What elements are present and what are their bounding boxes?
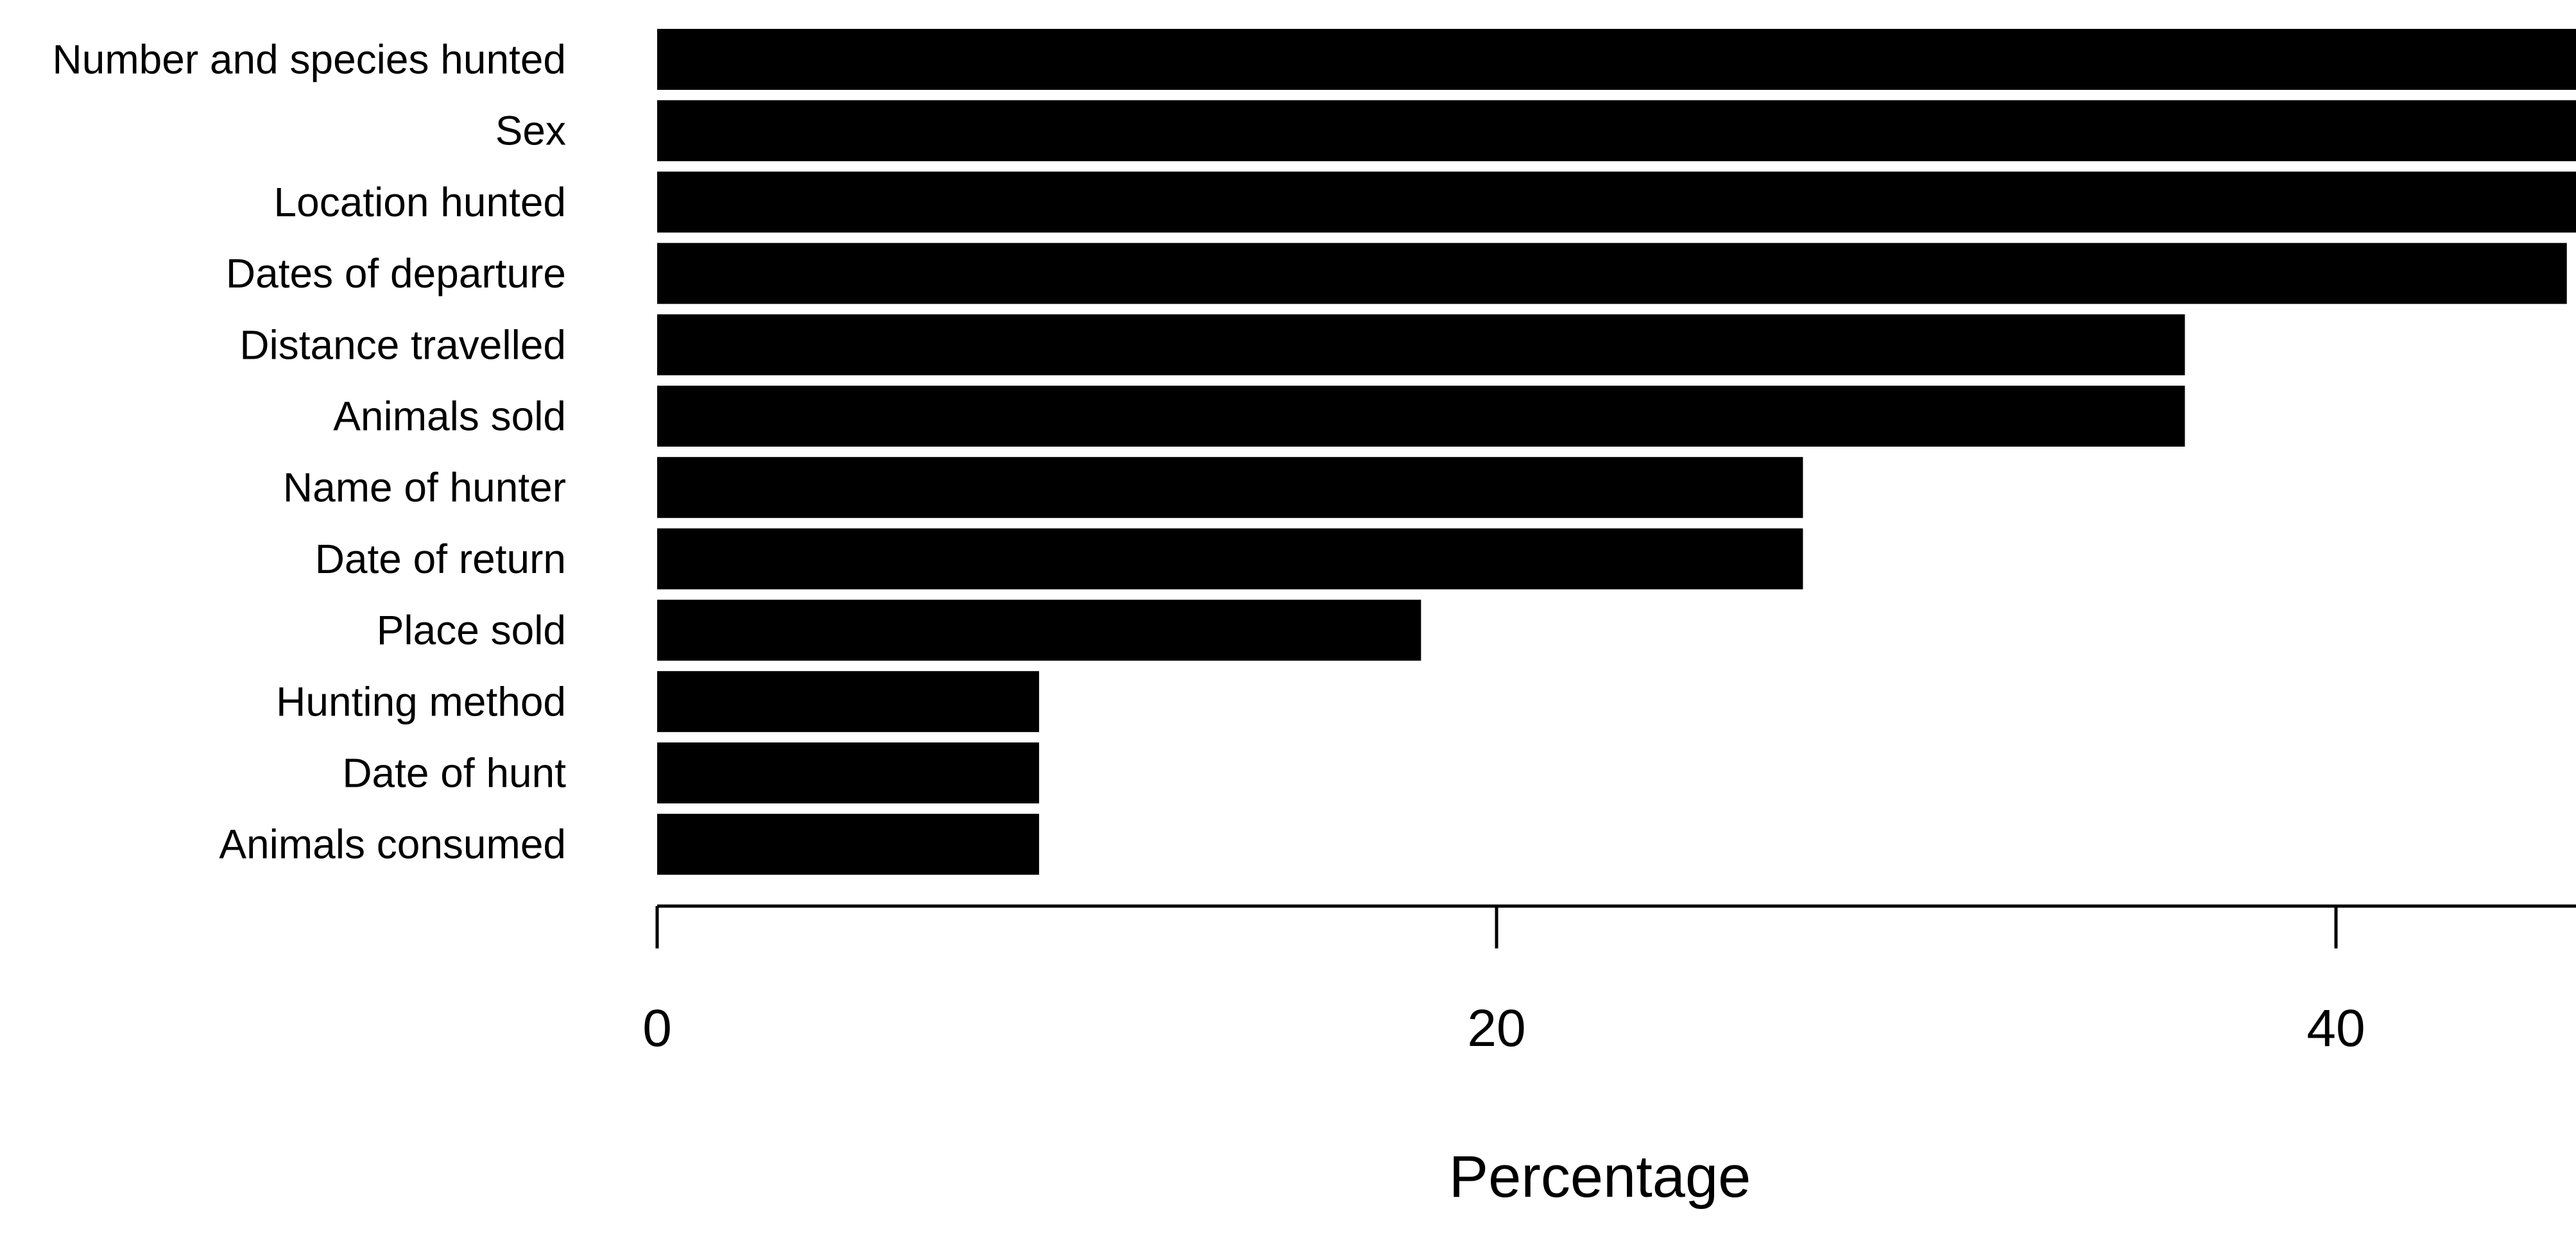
x-tick-label: 20	[1467, 999, 1525, 1058]
x-tick-label: 40	[2306, 999, 2365, 1058]
category-label: Name of hunter	[283, 465, 566, 511]
category-label: Date of hunt	[342, 750, 566, 796]
bars-group	[657, 29, 2576, 875]
x-axis: 020406080	[642, 904, 2576, 1058]
bar	[657, 814, 1040, 875]
bar	[657, 742, 1040, 803]
bar	[657, 243, 2567, 304]
x-ticks: 020406080	[642, 906, 2366, 1058]
bar	[657, 314, 2185, 375]
category-label: Place sold	[377, 607, 566, 653]
category-label: Dates of departure	[226, 250, 566, 296]
bar	[657, 599, 1421, 661]
bar	[657, 100, 2576, 162]
bar	[657, 671, 1040, 732]
category-label: Hunting method	[276, 678, 566, 724]
category-label: Animals sold	[333, 393, 566, 440]
bar	[657, 171, 2576, 233]
bar	[657, 29, 2576, 90]
bar	[657, 386, 2185, 447]
category-label: Animals consumed	[219, 821, 566, 868]
category-labels: Number and species hunted Sex Location hun…	[53, 37, 567, 868]
category-label: Date of return	[315, 536, 566, 582]
category-label: Number and species hunted	[53, 37, 567, 83]
category-label: Distance travelled	[239, 321, 566, 368]
bar	[657, 457, 1803, 518]
bar	[657, 528, 1803, 590]
x-axis-title: Percentage	[1449, 1144, 1751, 1210]
category-label: Location hunted	[274, 179, 567, 225]
category-label: Sex	[495, 108, 566, 154]
x-tick-label: 0	[642, 999, 672, 1058]
